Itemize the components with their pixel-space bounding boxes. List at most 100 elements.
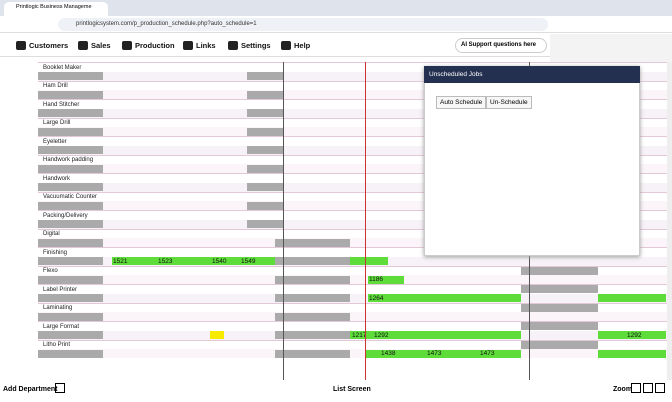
popup — [424, 66, 640, 256]
job-label: 1292 — [627, 331, 642, 339]
job-bar — [598, 331, 666, 339]
row-line — [38, 265, 672, 267]
grey-block — [38, 127, 103, 136]
popup-title: Unscheduled Jobs — [429, 71, 483, 78]
row-line — [38, 210, 672, 211]
nav-link[interactable]: Sales — [91, 41, 111, 50]
row-line — [38, 339, 672, 341]
grey-block — [38, 146, 103, 154]
row-line — [38, 154, 672, 156]
nav-icon — [16, 41, 26, 50]
nav-bar — [0, 34, 550, 57]
right-panel — [550, 34, 672, 62]
grey-block — [247, 90, 283, 99]
list-screen[interactable]: List Screen — [333, 386, 371, 393]
row-shade — [38, 182, 672, 192]
grey-block — [38, 109, 103, 117]
add-department[interactable]: Add Department — [3, 386, 58, 393]
row-shade — [38, 145, 672, 155]
grey-block — [38, 312, 103, 321]
nav-link[interactable]: Customers — [29, 41, 69, 50]
zoom-out[interactable] — [655, 383, 665, 393]
row-shade — [38, 293, 672, 303]
auto-schedule[interactable]: Auto Schedule — [436, 96, 487, 109]
job-label: 1438 — [381, 350, 396, 357]
row-shade — [38, 108, 672, 118]
tab[interactable] — [4, 2, 108, 16]
ai-support-text: AI Support questions here — [461, 42, 537, 48]
grey-block — [38, 164, 103, 173]
zoom-reset[interactable] — [643, 383, 653, 393]
row-shade — [38, 164, 672, 173]
row-line — [38, 247, 672, 248]
job-label: 1264 — [369, 294, 384, 302]
nav-link[interactable]: Links — [196, 41, 216, 50]
job-label: 1549 — [241, 257, 256, 265]
grey-block — [38, 220, 103, 228]
job-label: 1186 — [369, 276, 383, 283]
grey-block — [521, 322, 598, 330]
job-bar — [366, 349, 521, 358]
grey-block — [521, 266, 598, 275]
department-label: Large Format — [43, 323, 80, 330]
nav-link[interactable]: Settings — [241, 41, 271, 50]
row-shade — [38, 90, 672, 99]
grey-block — [38, 183, 103, 191]
add-icon[interactable] — [55, 383, 65, 393]
department-label: Flexo — [43, 268, 58, 274]
department-label: Laminating — [43, 305, 73, 311]
grey-block — [275, 257, 350, 265]
address-bar[interactable] — [58, 18, 548, 31]
nav-icon — [122, 41, 132, 50]
zoom-in[interactable] — [631, 383, 641, 393]
job-bar — [368, 294, 521, 302]
job-bar — [112, 257, 275, 265]
zoom: Zoom — [613, 386, 633, 393]
grey-block — [38, 331, 103, 339]
row-shade — [38, 312, 672, 321]
ai-support[interactable] — [455, 38, 547, 53]
row-shade — [38, 71, 672, 81]
grey-block — [275, 331, 350, 339]
job-label: 1523 — [158, 257, 173, 265]
department-label: Large Drill — [43, 120, 71, 126]
grey-block — [247, 183, 283, 191]
department-label: Vacuumatic Counter — [43, 194, 97, 200]
department-label: Litho Print — [43, 342, 71, 348]
tab-title: Printlogic Business Manageme — [16, 4, 92, 10]
un-schedule[interactable]: Un-Schedule — [486, 96, 532, 109]
job-pending — [210, 331, 224, 339]
department-label: Finishing — [43, 249, 68, 256]
row-shade — [38, 127, 672, 136]
grey-block — [38, 90, 103, 99]
url: printlogicsystem.com/p_production_schedu… — [76, 21, 257, 27]
nav-icon — [78, 41, 88, 50]
row-line — [38, 136, 672, 137]
job-label: 1217 — [352, 331, 367, 339]
row-line — [38, 191, 672, 193]
department-label: Hand Stitcher — [43, 101, 80, 108]
job-label: 1521 — [113, 257, 128, 265]
grey-block — [38, 349, 103, 358]
nav-link[interactable]: Production — [135, 41, 175, 50]
row-line — [38, 228, 672, 230]
grey-block — [275, 275, 350, 284]
nav-link[interactable]: Help — [294, 41, 311, 50]
grey-block — [521, 340, 598, 349]
job-label: 1292 — [374, 331, 389, 339]
grey-block — [247, 127, 283, 136]
nav-icon — [228, 41, 238, 50]
grey-block — [38, 72, 103, 80]
row-line — [38, 284, 672, 285]
row-shade — [38, 275, 672, 284]
grey-block — [275, 312, 350, 321]
nav-icon — [281, 41, 291, 50]
department-label: Label Printer — [43, 286, 78, 293]
row-shade — [38, 219, 672, 229]
job-bar — [598, 349, 666, 358]
nav-icon — [183, 41, 193, 50]
row-line — [38, 302, 672, 304]
grey-block — [38, 201, 103, 210]
grey-block — [38, 294, 103, 302]
